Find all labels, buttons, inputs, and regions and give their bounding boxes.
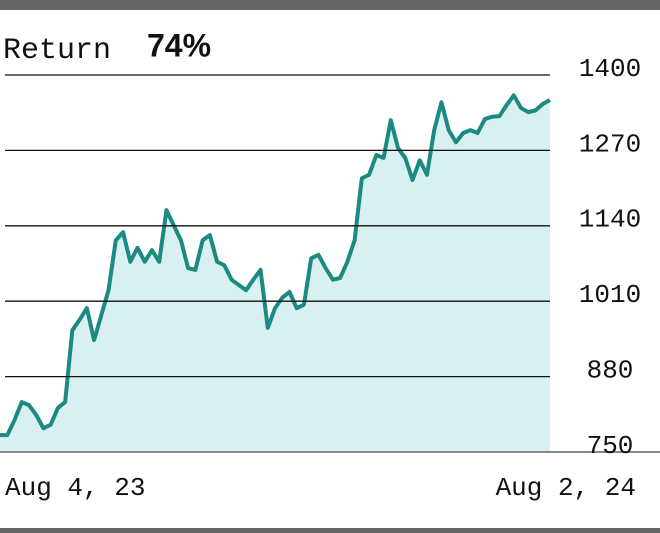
y-tick-label: 1400 bbox=[579, 54, 641, 84]
chart-title: Return bbox=[3, 34, 111, 68]
y-tick-label: 1010 bbox=[579, 280, 641, 310]
top-bar bbox=[0, 0, 660, 10]
y-tick-label: 1140 bbox=[579, 205, 641, 235]
bottom-bar bbox=[0, 528, 660, 533]
y-tick-label: 1270 bbox=[579, 129, 641, 159]
y-tick-label: 750 bbox=[587, 431, 634, 461]
area-fill bbox=[0, 95, 550, 453]
return-value: 74% bbox=[147, 27, 211, 63]
line bbox=[0, 93, 551, 438]
x-tick-label: Aug 2, 24 bbox=[496, 473, 636, 503]
y-tick-label: 880 bbox=[587, 355, 634, 385]
x-tick-label: Aug 4, 23 bbox=[5, 473, 145, 503]
